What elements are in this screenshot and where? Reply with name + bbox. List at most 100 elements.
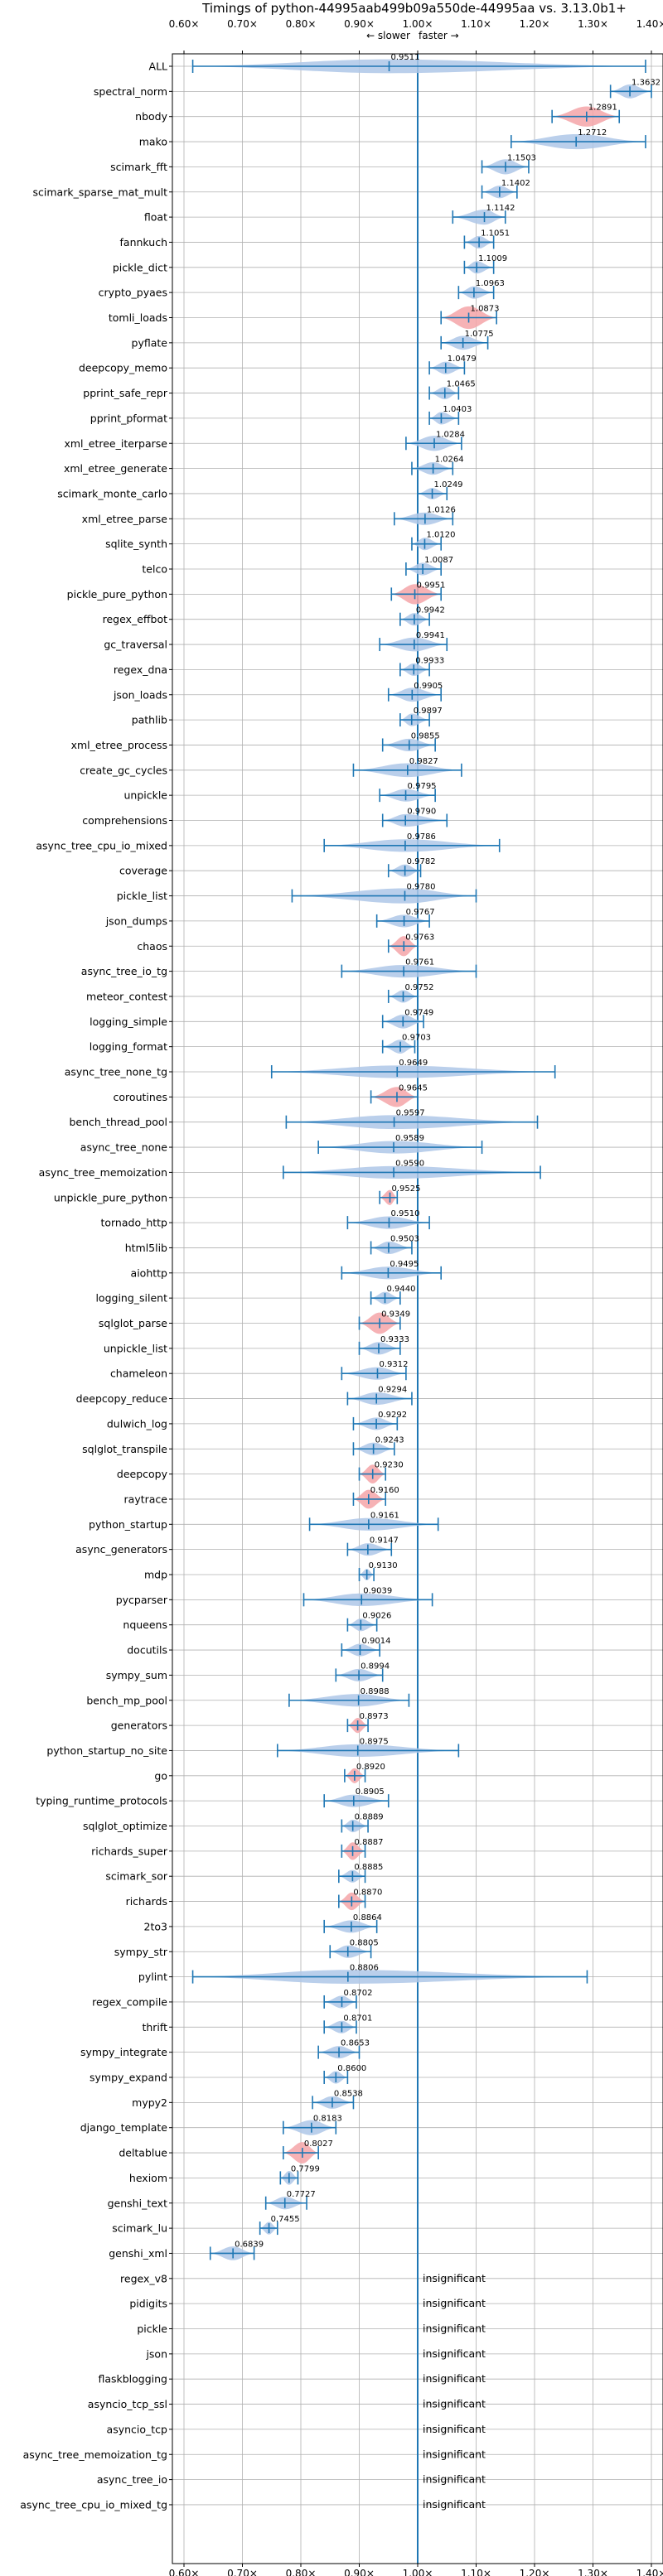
- value-label: 0.9026: [362, 1612, 391, 1621]
- value-label: 1.0126: [427, 505, 456, 514]
- row-label: flaskblogging: [98, 2373, 167, 2385]
- row-label: chaos: [137, 940, 167, 953]
- row-label: scimark_monte_carlo: [57, 487, 167, 499]
- row-label: deltablue: [119, 2147, 167, 2159]
- value-label: 1.2712: [578, 128, 607, 137]
- row-label: regex_dna: [114, 663, 167, 676]
- value-label: 0.9645: [399, 1083, 428, 1093]
- row-label: xml_etree_process: [71, 739, 167, 751]
- row-label: django_template: [80, 2121, 168, 2134]
- value-label: 0.9160: [370, 1486, 399, 1495]
- row-label: pathlib: [132, 714, 167, 726]
- direction-slower-label: ← slower: [366, 30, 410, 41]
- row-label: mako: [139, 136, 167, 148]
- value-label: 0.8653: [341, 2039, 370, 2048]
- value-label: 0.8870: [353, 1889, 382, 1898]
- violin-series: 0.9511 1.3632 1.2891 1.2712 1.1503 1.1402 1.11…: [191, 53, 661, 2511]
- value-label: 1.0087: [424, 556, 453, 565]
- value-label: 0.9510: [390, 1209, 419, 1218]
- row-label: scimark_sor: [105, 1870, 167, 1883]
- value-label: 1.1503: [507, 153, 536, 162]
- x-tick-label-bottom: 0.90×: [344, 2568, 375, 2576]
- value-label: 0.9897: [414, 707, 443, 716]
- x-tick-label-top: 1.00×: [403, 18, 433, 30]
- value-label: 0.9767: [406, 908, 435, 917]
- value-label: 1.0465: [447, 380, 476, 389]
- row-label: dulwich_log: [107, 1417, 167, 1430]
- row-label: typing_runtime_protocols: [36, 1795, 167, 1807]
- value-label: 0.9855: [411, 731, 440, 740]
- value-label: 0.9795: [408, 782, 437, 791]
- row-label: async_tree_io: [97, 2473, 167, 2486]
- row-label: tomli_loads: [109, 311, 167, 324]
- row-label: async_tree_cpu_io_mixed_tg: [20, 2498, 167, 2511]
- row-label: pyflate: [132, 336, 168, 349]
- row-label: genshi_text: [108, 2197, 167, 2209]
- insignificant-label: insignificant: [423, 2323, 486, 2335]
- value-label: 0.8889: [355, 1813, 384, 1822]
- value-label: 0.9495: [390, 1260, 419, 1269]
- row-label: go: [154, 1769, 167, 1782]
- row-label: nbody: [135, 110, 167, 123]
- value-label: 0.9312: [379, 1360, 408, 1369]
- value-label: 1.1402: [501, 179, 530, 188]
- row-label: asyncio_tcp_ssl: [88, 2398, 167, 2410]
- row-label: unpickle_pure_python: [54, 1191, 167, 1204]
- value-label: 0.8885: [354, 1863, 383, 1872]
- x-tick-label-bottom: 0.60×: [169, 2568, 200, 2576]
- x-tick-label-top: 1.20×: [520, 18, 550, 30]
- value-label: 0.9780: [406, 883, 435, 892]
- value-label: 1.0120: [426, 531, 455, 540]
- value-label: 0.9597: [396, 1109, 425, 1118]
- row-label: regex_compile: [92, 1995, 167, 2008]
- value-label: 0.9933: [415, 656, 444, 665]
- value-label: 1.1051: [481, 229, 510, 238]
- value-label: 0.7455: [271, 2215, 300, 2224]
- x-tick-label-top: 0.60×: [169, 18, 200, 30]
- row-label: sqlglot_transpile: [82, 1443, 167, 1455]
- value-label: 1.2891: [588, 104, 617, 113]
- row-label: unpickle: [123, 789, 167, 802]
- row-label: pprint_safe_repr: [83, 387, 168, 399]
- row-label: scimark_sparse_mat_mult: [33, 186, 168, 198]
- value-label: 0.9230: [375, 1461, 404, 1470]
- value-label: 0.9161: [370, 1511, 399, 1520]
- value-label: 0.8183: [313, 2115, 342, 2124]
- row-label: bench_mp_pool: [86, 1694, 167, 1706]
- value-label: 0.9786: [407, 832, 436, 842]
- row-label: pylint: [138, 1971, 167, 1983]
- value-label: 1.0873: [471, 305, 500, 314]
- insignificant-label: insignificant: [423, 2272, 486, 2284]
- row-label: fannkuch: [120, 236, 167, 248]
- row-label: 2to3: [144, 1920, 167, 1932]
- value-label: 0.9503: [390, 1234, 419, 1243]
- row-label: telco: [142, 563, 167, 576]
- value-label: 0.9942: [416, 606, 445, 615]
- plot-frame: [172, 53, 663, 2564]
- row-label: genshi_xml: [109, 2247, 167, 2260]
- value-label: 0.9333: [380, 1335, 409, 1344]
- row-label: meteor_contest: [86, 990, 167, 1002]
- x-tick-label-bottom: 1.20×: [520, 2568, 550, 2576]
- x-tick-label-bottom: 1.30×: [578, 2568, 608, 2576]
- row-label: xml_etree_generate: [64, 462, 167, 475]
- insignificant-label: insignificant: [423, 2297, 486, 2309]
- row-label: aiohttp: [131, 1266, 168, 1279]
- value-label: 0.9782: [407, 857, 436, 866]
- value-label: 0.8600: [337, 2064, 366, 2073]
- row-label: pickle_dict: [113, 261, 167, 273]
- value-label: 0.9590: [395, 1159, 424, 1168]
- value-label: 0.9951: [417, 581, 446, 590]
- row-label: docutils: [127, 1644, 167, 1657]
- row-label: async_tree_io_tg: [81, 965, 167, 977]
- value-label: 0.8905: [356, 1787, 385, 1797]
- value-label: 0.9589: [395, 1134, 424, 1143]
- value-label: 1.0264: [435, 456, 464, 465]
- insignificant-label: insignificant: [423, 2398, 486, 2410]
- row-label: pickle_pure_python: [67, 588, 167, 601]
- row-label: nqueens: [123, 1618, 167, 1631]
- row-label: sympy_expand: [90, 2072, 167, 2084]
